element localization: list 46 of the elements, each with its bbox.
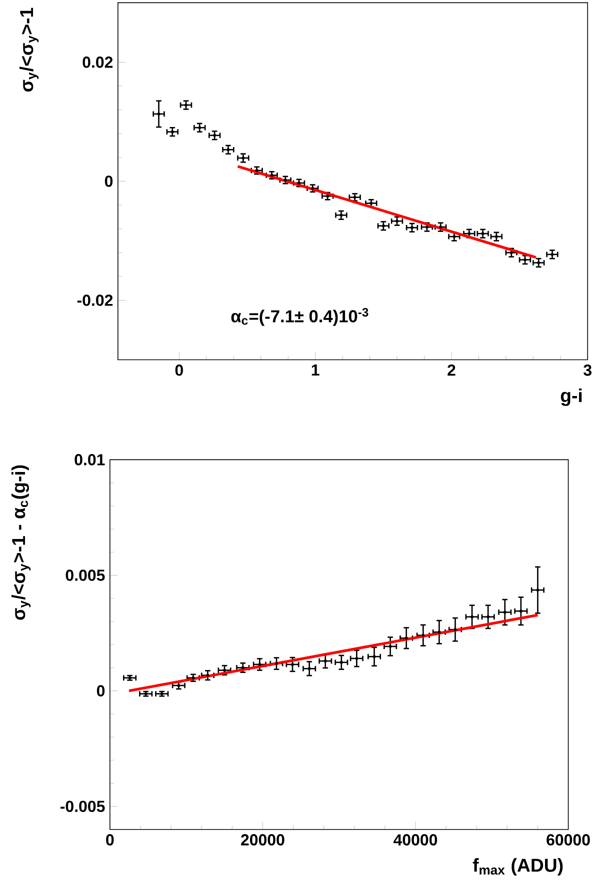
point	[504, 610, 507, 614]
point	[468, 232, 471, 236]
x-tick-label: 0	[176, 364, 184, 376]
point	[308, 667, 311, 670]
point	[438, 630, 441, 634]
y-tick-label: -0.005	[60, 800, 105, 812]
point	[242, 666, 245, 670]
x-tick-label: 1	[312, 364, 320, 376]
point	[226, 148, 230, 152]
point	[372, 655, 376, 658]
point	[422, 634, 425, 637]
x-axis-title: g-i	[561, 388, 582, 406]
point	[242, 156, 245, 160]
point	[482, 232, 484, 236]
y-tick-label: 0	[105, 176, 113, 187]
point	[536, 588, 540, 592]
point	[439, 226, 442, 229]
point	[537, 261, 540, 264]
point	[256, 169, 258, 172]
point	[389, 644, 392, 648]
x-tick-label: 20000	[241, 834, 284, 846]
y-axis-title: σ$_{y}$/<σ$_{y}$>-1 - α$_{c}$(g-i)	[12, 465, 31, 620]
point	[223, 668, 226, 672]
y-tick-label: -0.02	[78, 294, 113, 306]
point	[405, 636, 408, 640]
x-tick-label: 2	[448, 364, 456, 376]
x-tick-label: 40000	[394, 834, 438, 846]
point	[275, 662, 278, 666]
point	[284, 178, 288, 182]
y-tick-label: 0.02	[82, 56, 113, 68]
point	[258, 662, 262, 666]
y-axis-title: σ$_{y}$/<σ$_{y}$>-1	[20, 8, 39, 92]
x-axis-title: f$_{max}$ (ADU)	[473, 858, 563, 876]
x-tick-label: 3	[584, 364, 592, 376]
point	[340, 214, 343, 217]
point	[206, 674, 210, 677]
annotation: α$_{c}$=(-7.1± 0.4)10$^{-3}$	[232, 308, 368, 326]
point	[550, 252, 554, 256]
point	[454, 628, 457, 632]
y-tick-label: 0.01	[74, 454, 105, 466]
x-tick-label: 60000	[546, 834, 590, 846]
point	[355, 656, 358, 660]
y-tick-label: 0.005	[66, 570, 105, 581]
point	[157, 112, 160, 116]
y-tick-label: 0	[97, 685, 105, 696]
point	[452, 235, 456, 238]
